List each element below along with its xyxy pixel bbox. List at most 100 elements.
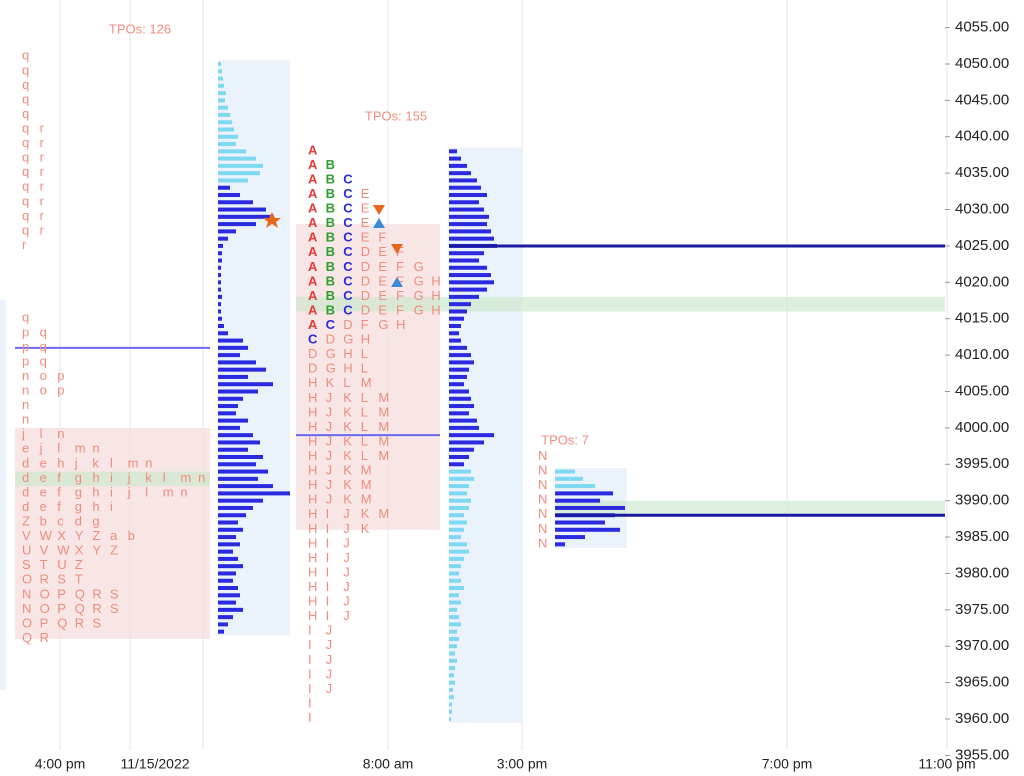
tpo-row: q (22, 48, 29, 63)
profile-bar (218, 513, 246, 518)
tpo-row: A B C E (308, 216, 370, 231)
profile-bar (218, 214, 273, 219)
y-tick-label: 3980.00 (955, 564, 1009, 581)
y-tick-label: 3995.00 (955, 455, 1009, 472)
profile-bar (218, 229, 236, 234)
profile-bar (218, 338, 243, 343)
profile-bar (218, 542, 240, 547)
profile-bar (449, 695, 454, 700)
tpo-row: H J K M (308, 492, 372, 507)
profile-bar (218, 440, 260, 445)
profile-bar (218, 396, 243, 401)
profile-bar (449, 629, 457, 634)
marker (391, 277, 403, 287)
tpo-row: A B (308, 157, 335, 172)
profile-bar (218, 353, 240, 358)
profile-bar (449, 666, 455, 671)
tpo-row: q r (22, 208, 45, 223)
profile-bar (449, 549, 469, 554)
y-tick-label: 3990.00 (955, 492, 1009, 509)
profile-bar (555, 505, 625, 510)
profile-bar (449, 302, 471, 307)
profile-bar (218, 302, 221, 307)
profile-bar (449, 309, 467, 314)
tpo-row: q r (22, 121, 45, 136)
x-tick-label: 8:00 am (363, 756, 414, 772)
tpo-row: e j l m n (22, 441, 100, 456)
y-tick-label: 4025.00 (955, 237, 1009, 254)
tpo-row: Z b c d g (22, 514, 100, 529)
marker (391, 244, 403, 254)
profile-bar (218, 418, 248, 423)
profile-bar (449, 578, 461, 583)
profile-bar (449, 607, 457, 612)
profile-bar (218, 367, 266, 372)
profile-bar (218, 447, 248, 452)
profile-bar (218, 105, 228, 110)
profile-bar (449, 265, 487, 270)
tpo-row: H J K L M (308, 405, 389, 420)
tpo-count: TPOs: 126 (109, 21, 171, 36)
y-tick-label: 4030.00 (955, 201, 1009, 218)
grid (0, 0, 948, 750)
profile-bar (218, 142, 236, 147)
profile-bar (218, 76, 223, 81)
tpo-row: d e f g h i j k l m n (22, 470, 205, 485)
marker (373, 205, 385, 215)
profile-bar (449, 316, 464, 321)
profile-bar (449, 273, 491, 278)
profile-bar (218, 404, 238, 409)
tpo-row: N O P Q R S (22, 601, 119, 616)
x-tick-label: 4:00 pm (35, 756, 86, 772)
profile-bar (218, 294, 222, 299)
profile-bar (449, 491, 467, 496)
tpo-row: N (538, 463, 547, 478)
tpo-row: H I J (308, 594, 350, 609)
tpo-row: H I J (308, 609, 350, 624)
profile-bar (449, 520, 467, 525)
tpo-row: d e f g h i j l m n (22, 485, 188, 500)
profile-bar (449, 542, 467, 547)
tpo-row: Q R (22, 630, 49, 645)
profile-bar (449, 251, 484, 256)
profile-bar (449, 513, 464, 518)
profile-bar (449, 156, 461, 161)
profile-bar (218, 316, 222, 321)
poc-band (555, 500, 945, 516)
profile-bar (449, 374, 467, 379)
profile-bar (449, 658, 457, 663)
tpo-row: H K L M (308, 376, 372, 391)
y-tick-label: 3975.00 (955, 601, 1009, 618)
profile-bar (218, 236, 228, 241)
profile-bar (449, 389, 469, 394)
tpo-row: H I J (308, 565, 350, 580)
tpo-row: d e h j k l m n (22, 456, 152, 471)
profile-bar (449, 600, 461, 605)
tpo-row: U V W X Y Z (22, 543, 118, 558)
profile-bar (218, 549, 233, 554)
profile-bar (218, 491, 290, 496)
profile-bar (218, 476, 258, 481)
tpo-row: S T U Z (22, 558, 83, 573)
profile-bar (449, 447, 474, 452)
tpo-row: A B C D E F G H (308, 288, 441, 303)
tpo-row: q r (22, 223, 45, 238)
profile-bar (449, 287, 487, 292)
tpo-row: H J K L M (308, 419, 389, 434)
profile-bar (218, 527, 243, 532)
profile-bar (218, 374, 248, 379)
profile-bar (449, 636, 459, 641)
tpo-row: I J (308, 667, 332, 682)
profile-bar (449, 440, 484, 445)
value-area (296, 224, 440, 530)
profile-bar (449, 709, 452, 714)
value-area (15, 427, 210, 639)
tpo-row: H I J (308, 550, 350, 565)
profile-bar (449, 484, 469, 489)
tpo-row: d e f g h i (22, 499, 113, 514)
tpo-row: j l n (21, 427, 64, 442)
profile-bar (218, 360, 256, 365)
profile-bar (555, 535, 585, 540)
profile-bar (449, 527, 464, 532)
